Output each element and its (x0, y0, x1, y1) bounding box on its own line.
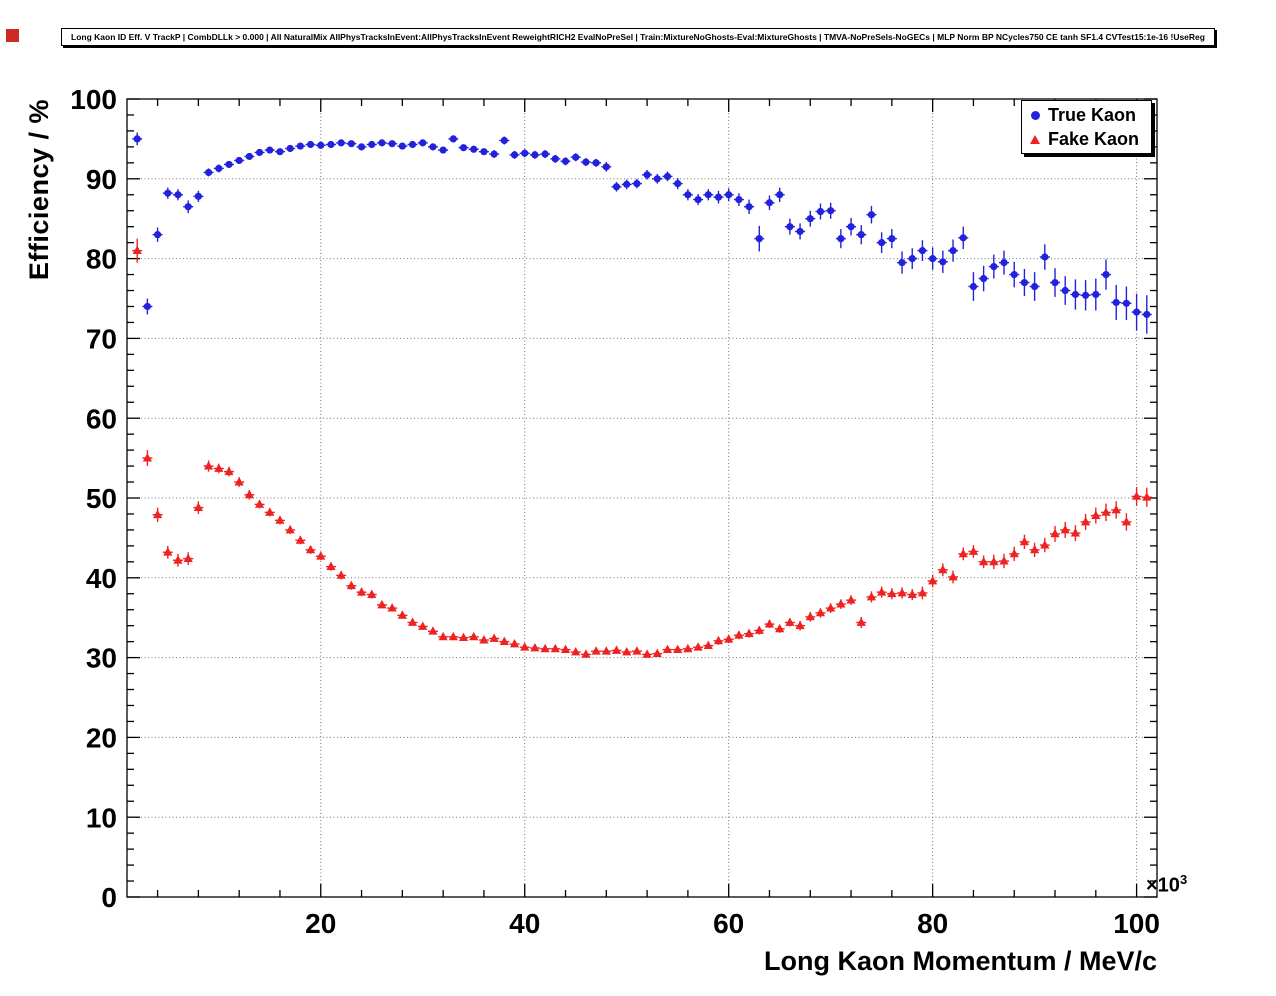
fake-kaon-marker-icon (1022, 134, 1048, 144)
x-axis-title: Long Kaon Momentum / MeV/c (763, 946, 1157, 976)
svg-text:10: 10 (86, 802, 117, 833)
true-kaon-marker-icon (1022, 110, 1048, 120)
legend-label-fake-kaon: Fake Kaon (1048, 129, 1140, 149)
svg-text:20: 20 (305, 908, 336, 939)
plot-frame-border (126, 98, 1158, 898)
x-axis-exponent-power: 3 (1179, 872, 1188, 887)
canvas-corner-marker (6, 29, 19, 42)
legend: True Kaon Fake Kaon (1021, 100, 1152, 154)
svg-text:0: 0 (101, 882, 117, 913)
fake-kaon-series (132, 238, 1152, 658)
legend-entry-fake-kaon: Fake Kaon (1022, 127, 1151, 151)
svg-text:60: 60 (86, 403, 117, 434)
svg-text:20: 20 (86, 722, 117, 753)
true-kaon-series (132, 132, 1152, 334)
legend-entry-true-kaon: True Kaon (1022, 103, 1151, 127)
x-axis-exponent: ×103 (1146, 872, 1187, 898)
svg-text:100: 100 (1113, 908, 1160, 939)
svg-text:40: 40 (509, 908, 540, 939)
svg-text:100: 100 (70, 84, 117, 115)
tick-labels: 0 10 20 30 40 50 60 70 80 90 100 20 40 60 80 100 (70, 84, 1160, 939)
y-axis-title: Efficiency / % (24, 99, 54, 281)
legend-label-true-kaon: True Kaon (1048, 105, 1137, 125)
svg-text:60: 60 (713, 908, 744, 939)
svg-text:80: 80 (917, 908, 948, 939)
svg-text:40: 40 (86, 563, 117, 594)
svg-text:50: 50 (86, 483, 117, 514)
svg-text:90: 90 (86, 164, 117, 195)
x-axis-exponent-base: ×10 (1146, 874, 1180, 897)
svg-text:80: 80 (86, 244, 117, 275)
svg-text:30: 30 (86, 643, 117, 674)
svg-text:70: 70 (86, 323, 117, 354)
